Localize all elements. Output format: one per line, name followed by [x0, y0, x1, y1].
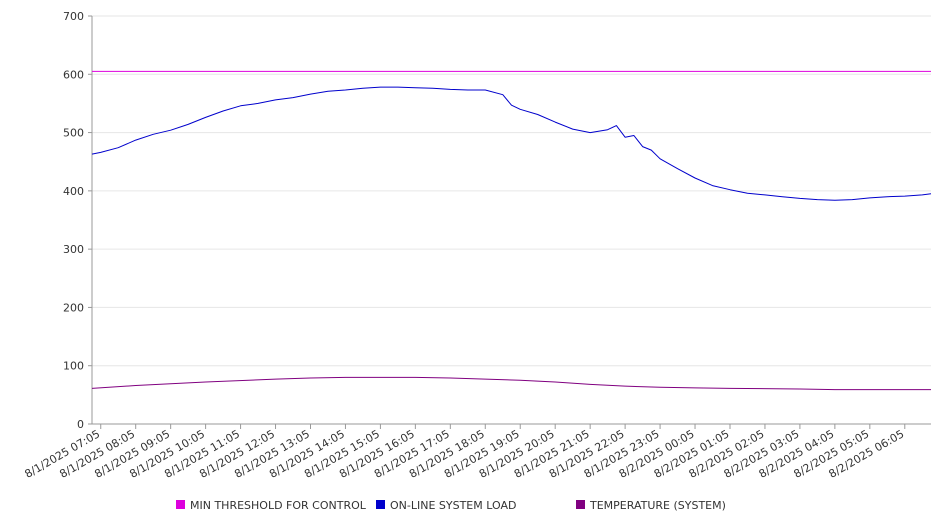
legend-label: ON-LINE SYSTEM LOAD [390, 499, 516, 512]
y-tick-label: 400 [63, 185, 84, 198]
y-tick-label: 300 [63, 243, 84, 256]
x-axis-ticks: 8/1/2025 07:058/1/2025 08:058/1/2025 09:… [22, 424, 906, 481]
legend: MIN THRESHOLD FOR CONTROL ON-LINE SYSTEM … [176, 499, 726, 512]
series-line-temperature-system [91, 376, 931, 391]
legend-swatch [376, 500, 385, 509]
y-tick-label: 0 [77, 418, 84, 431]
grid-lines [92, 15, 931, 367]
y-tick-label: 500 [63, 127, 84, 140]
y-axis-ticks: 0 100 200 300 400 500 600 700 [63, 10, 92, 431]
legend-label: MIN THRESHOLD FOR CONTROL [190, 499, 367, 512]
series-lines [91, 70, 932, 391]
legend-swatch [576, 500, 585, 509]
y-tick-label: 200 [63, 301, 84, 314]
legend-label: TEMPERATURE (SYSTEM) [589, 499, 726, 512]
series-line-on-line-system-load [91, 86, 932, 201]
legend-swatch [176, 500, 185, 509]
y-tick-label: 600 [63, 68, 84, 81]
axes [91, 16, 931, 425]
y-tick-label: 100 [63, 360, 84, 373]
y-tick-label: 700 [63, 10, 84, 23]
